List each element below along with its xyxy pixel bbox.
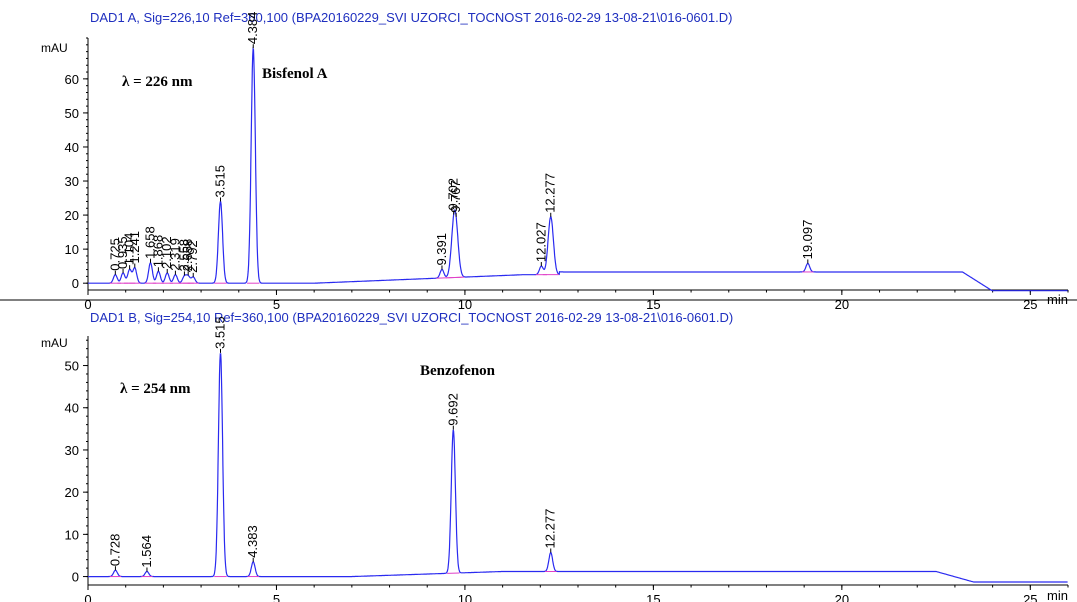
panel-b-x-tick-label: 10 [458,592,472,602]
panel-a-peak-label: 0.725 [107,238,122,271]
panel-a-x-tick-label: 5 [273,297,280,312]
panel-a-peak-label: 2.658 [180,239,195,272]
panel-a-x-tick-label: 20 [835,297,849,312]
panel-a-y-tick-label: 10 [65,242,79,257]
panel-b-y-unit: mAU [41,336,68,350]
panel-b-peak-label: 3.515 [212,316,227,349]
panel-a-x-tick-label: 15 [646,297,660,312]
panel-a-x-tick-label: 25 [1023,297,1037,312]
panel-b-y-tick-label: 10 [65,527,79,542]
panel-a-peak-label: 9.391 [434,233,449,266]
panel-a-peak-label: 2.558 [176,239,191,272]
panel-b-x-tick-label: 0 [84,592,91,602]
panel-b-x-unit: min [1047,588,1068,602]
panel-b-title: DAD1 B, Sig=254,10 Ref=360,100 (BPA20160… [90,310,733,325]
panel-b-marks: 0.728 1.564 3.515 4.383 9.692 12.277 [88,316,1068,583]
panel-b-peak-label: 12.277 [543,509,558,549]
panel-b-wavelength-annotation: λ = 254 nm [120,381,191,397]
panel-a-peak-label: 19.097 [800,220,815,260]
panel-a-y-tick-label: 50 [65,106,79,121]
panel-b-peak-label: 0.728 [107,534,122,567]
panel-a-peak-label: 1.868 [150,235,165,268]
panel-b-y-tick-label: 20 [65,485,79,500]
panel-b-compound-annotation: Benzofenon [420,363,496,379]
panel-a-peak-label: 9.702 [446,178,461,211]
panel-a-peak-label: 3.515 [212,165,227,198]
panel-b-peak-label: 4.383 [245,525,260,558]
panel-b-x-tick-label: 20 [835,592,849,602]
panel-a-signal-trace [88,46,1068,292]
panel-a-peak-label: 1.241 [127,231,142,264]
panel-b-y-tick-label: 50 [65,359,79,374]
panel-a-y-tick-label: 40 [65,140,79,155]
panel-a-title: DAD1 A, Sig=226,10 Ref=360,100 (BPA20160… [90,10,732,25]
panel-b-y-tick-label: 0 [72,570,79,585]
panel-a-peak-label: 2.102 [159,236,174,269]
panel-a-peak-baseline [448,276,465,279]
panel-a-x-tick-label: 10 [458,297,472,312]
panel-b-x-tick-label: 5 [273,592,280,602]
panel-a-wavelength-annotation: λ = 226 nm [122,74,193,90]
panel-b-peak-label: 1.564 [139,535,154,568]
panel-b-x-tick-label: 15 [646,592,660,602]
panel-b-x-tick-label: 25 [1023,592,1037,602]
panel-b-peak-label: 9.692 [445,393,460,426]
panel-a-y-tick-label: 60 [65,72,79,87]
panel-b-axes: 0 10 20 30 40 50 0 5 10 15 20 25 [65,336,1069,602]
panel-a-y-tick-label: 30 [65,174,79,189]
panel-b-y-tick-label: 30 [65,443,79,458]
panel-b: DAD1 B, Sig=254,10 Ref=360,100 (BPA20160… [41,310,1069,602]
panel-a: DAD1 A, Sig=226,10 Ref=360,100 (BPA20160… [41,10,1069,312]
panel-a-peak-label: 2.319 [167,238,182,271]
panel-b-signal-trace [88,353,1068,583]
panel-a-peak-label: 9.767 [448,180,463,213]
panel-b-y-tick-label: 40 [65,401,79,416]
panel-a-compound-annotation: Bisfenol A [262,66,328,82]
panel-a-peak-label: 4.384 [245,12,260,45]
panel-a-axes: 0 10 20 30 40 50 60 0 5 10 15 20 25 [65,37,1069,312]
panel-a-peak-label: 1.658 [142,226,157,259]
panel-a-peak-label: 12.027 [533,222,548,262]
panel-a-peak-label: 0.935 [115,236,130,269]
panel-a-y-tick-label: 0 [72,276,79,291]
panel-a-peak-label: 12.277 [543,173,558,213]
panel-a-x-tick-label: 0 [84,297,91,312]
panel-a-peak-label: 2.792 [185,240,200,273]
panel-a-y-tick-label: 20 [65,208,79,223]
panel-a-y-unit: mAU [41,41,68,55]
panel-a-peak-label: 1.104 [122,233,137,266]
